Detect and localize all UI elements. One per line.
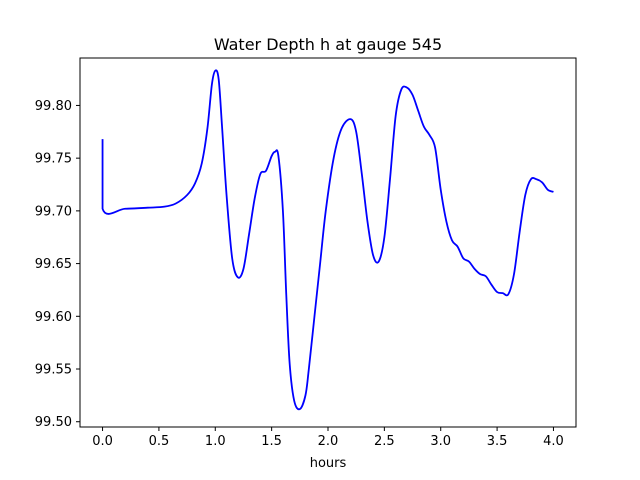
chart-title: Water Depth h at gauge 545 [214, 35, 442, 54]
x-axis-label: hours [310, 456, 347, 471]
axes-layer: 0.0 0.5 1.0 1.5 2.0 2.5 3.0 3.5 4.0 99.50 99.55 99.… [35, 99, 564, 449]
y-tick-label: 99.70 [35, 204, 72, 219]
x-tick-label: 4.0 [543, 434, 564, 449]
y-tick-label: 99.65 [35, 257, 72, 272]
y-tick-label: 99.60 [35, 310, 72, 325]
data-layer [101, 69, 554, 411]
x-tick-label: 0.0 [92, 434, 113, 449]
x-tick-label: 3.5 [487, 434, 508, 449]
x-tick-label: 0.5 [149, 434, 170, 449]
x-tick-label: 3.0 [430, 434, 451, 449]
y-tick-label: 99.75 [35, 152, 72, 167]
series-line [101, 69, 554, 411]
x-tick-label: 2.5 [374, 434, 395, 449]
x-tick-label: 2.0 [318, 434, 339, 449]
x-tick-label: 1.0 [205, 434, 226, 449]
y-tick-label: 99.55 [35, 363, 72, 378]
plot-area [80, 58, 576, 427]
y-tick-label: 99.50 [35, 415, 72, 430]
plot-frame [79, 57, 577, 428]
y-tick-label: 99.80 [35, 99, 72, 114]
x-tick-label: 1.5 [261, 434, 282, 449]
